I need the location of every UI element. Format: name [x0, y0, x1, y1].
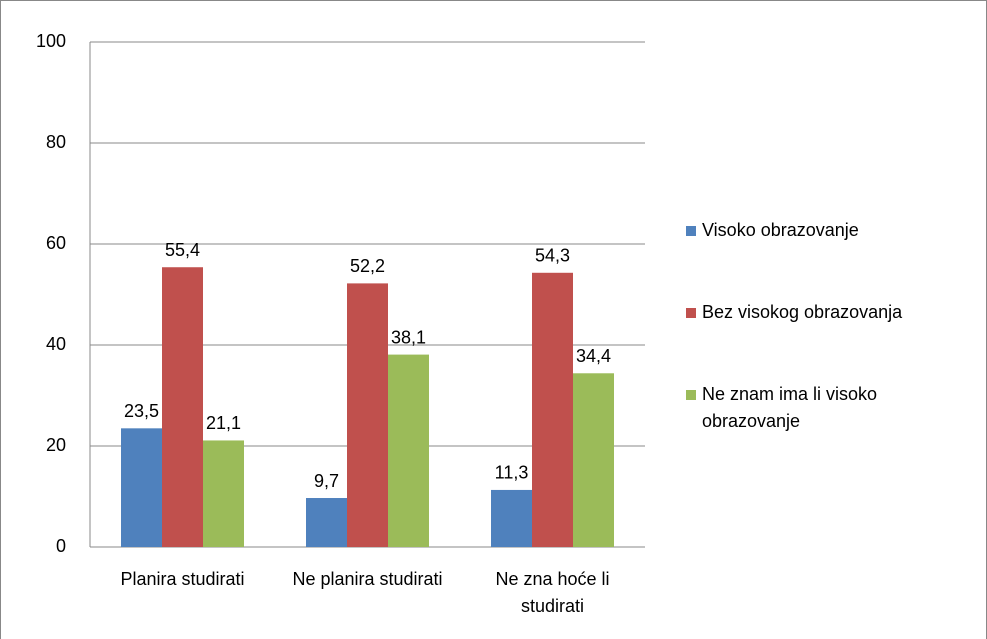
bar — [121, 428, 162, 547]
data-label: 9,7 — [314, 471, 339, 491]
legend-label: Bez visokog obrazovanja — [702, 302, 903, 322]
legend-swatch — [686, 308, 696, 318]
data-label: 23,5 — [124, 401, 159, 421]
bar — [306, 498, 347, 547]
legend-label: Ne znam ima li visoko obrazovanje — [702, 384, 877, 431]
data-label: 52,2 — [350, 256, 385, 276]
data-label: 34,4 — [576, 346, 611, 366]
y-tick-label: 0 — [56, 536, 66, 556]
x-tick-label: Ne zna hoće li studirati — [495, 569, 609, 616]
bar — [203, 440, 244, 547]
data-label: 54,3 — [535, 246, 570, 266]
data-label: 11,3 — [495, 463, 529, 483]
y-tick-label: 20 — [46, 435, 66, 455]
y-tick-label: 40 — [46, 334, 66, 354]
legend-swatch — [686, 226, 696, 236]
x-tick-label: Ne planira studirati — [292, 569, 442, 589]
bar — [532, 272, 573, 547]
bar — [347, 283, 388, 547]
legend-swatch — [686, 390, 696, 400]
data-label: 21,1 — [206, 413, 241, 433]
data-label: 55,4 — [165, 240, 200, 260]
y-tick-label: 60 — [46, 233, 66, 253]
bar — [491, 489, 532, 547]
x-tick-label: Planira studirati — [120, 569, 244, 589]
data-label: 38,1 — [391, 327, 426, 347]
bar — [162, 267, 203, 547]
bar — [388, 354, 429, 547]
bar — [573, 373, 614, 547]
y-tick-label: 100 — [36, 31, 66, 51]
legend-label: Visoko obrazovanje — [702, 220, 859, 240]
y-tick-label: 80 — [46, 132, 66, 152]
